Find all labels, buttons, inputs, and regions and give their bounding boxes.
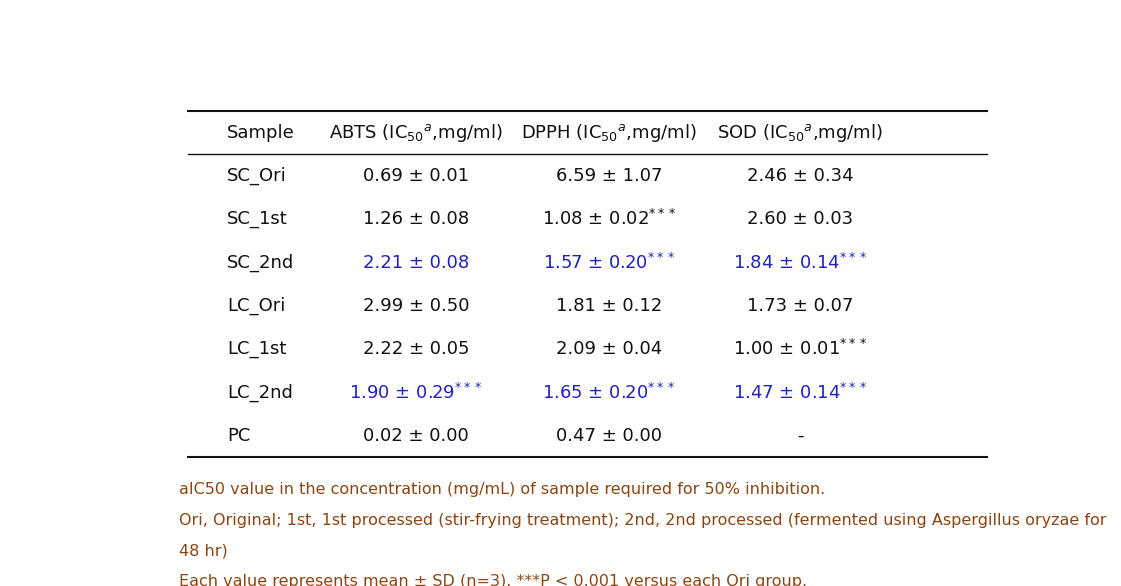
- Text: LC_2nd: LC_2nd: [226, 383, 293, 401]
- Text: -: -: [797, 427, 804, 445]
- Text: LC_Ori: LC_Ori: [226, 297, 286, 315]
- Text: DPPH (IC$_{50}$$^{a}$,mg/ml): DPPH (IC$_{50}$$^{a}$,mg/ml): [521, 121, 697, 144]
- Text: SC_1st: SC_1st: [226, 210, 288, 228]
- Text: ABTS (IC$_{50}$$^{a}$,mg/ml): ABTS (IC$_{50}$$^{a}$,mg/ml): [330, 121, 502, 144]
- Text: 2.46 ± 0.34: 2.46 ± 0.34: [747, 167, 854, 185]
- Text: 2.21 ± 0.08: 2.21 ± 0.08: [363, 254, 469, 271]
- Text: Ori, Original; 1st, 1st processed (stir-frying treatment); 2nd, 2nd processed (f: Ori, Original; 1st, 1st processed (stir-…: [179, 513, 1106, 528]
- Text: 1.57 ± 0.20$^{\mathregular{***}}$: 1.57 ± 0.20$^{\mathregular{***}}$: [543, 253, 676, 272]
- Text: 1.81 ± 0.12: 1.81 ± 0.12: [556, 297, 663, 315]
- Text: 1.84 ± 0.14$^{\mathregular{***}}$: 1.84 ± 0.14$^{\mathregular{***}}$: [733, 253, 868, 272]
- Text: 2.99 ± 0.50: 2.99 ± 0.50: [363, 297, 470, 315]
- Text: 1.73 ± 0.07: 1.73 ± 0.07: [748, 297, 853, 315]
- Text: aIC50 value in the concentration (mg/mL) of sample required for 50% inhibition.: aIC50 value in the concentration (mg/mL)…: [179, 482, 825, 498]
- Text: Each value represents mean ± SD (n=3). ***P < 0.001 versus each Ori group.: Each value represents mean ± SD (n=3). *…: [179, 574, 807, 586]
- Text: SC_2nd: SC_2nd: [226, 253, 294, 272]
- Text: 0.47 ± 0.00: 0.47 ± 0.00: [556, 427, 663, 445]
- Text: Sample: Sample: [226, 124, 295, 142]
- Text: 1.65 ± 0.20$^{\mathregular{***}}$: 1.65 ± 0.20$^{\mathregular{***}}$: [543, 383, 676, 403]
- Text: 1.00 ± 0.01$^{\mathregular{***}}$: 1.00 ± 0.01$^{\mathregular{***}}$: [733, 339, 868, 359]
- Text: 1.90 ± 0.29$^{\mathregular{***}}$: 1.90 ± 0.29$^{\mathregular{***}}$: [350, 383, 483, 403]
- Text: SOD (IC$_{50}$$^{a}$,mg/ml): SOD (IC$_{50}$$^{a}$,mg/ml): [717, 121, 883, 144]
- Text: 0.02 ± 0.00: 0.02 ± 0.00: [363, 427, 469, 445]
- Text: 2.60 ± 0.03: 2.60 ± 0.03: [748, 210, 853, 228]
- Text: LC_1st: LC_1st: [226, 340, 286, 358]
- Text: 2.09 ± 0.04: 2.09 ± 0.04: [556, 340, 663, 358]
- Text: 1.47 ± 0.14$^{\mathregular{***}}$: 1.47 ± 0.14$^{\mathregular{***}}$: [733, 383, 868, 403]
- Text: 6.59 ± 1.07: 6.59 ± 1.07: [556, 167, 663, 185]
- Text: 1.08 ± 0.02$^{\mathregular{***}}$: 1.08 ± 0.02$^{\mathregular{***}}$: [541, 209, 677, 229]
- Text: PC: PC: [226, 427, 250, 445]
- Text: SC_Ori: SC_Ori: [226, 167, 287, 185]
- Text: 48 hr): 48 hr): [179, 544, 228, 558]
- Text: 0.69 ± 0.01: 0.69 ± 0.01: [363, 167, 469, 185]
- Text: 1.26 ± 0.08: 1.26 ± 0.08: [363, 210, 469, 228]
- Text: 2.22 ± 0.05: 2.22 ± 0.05: [363, 340, 470, 358]
